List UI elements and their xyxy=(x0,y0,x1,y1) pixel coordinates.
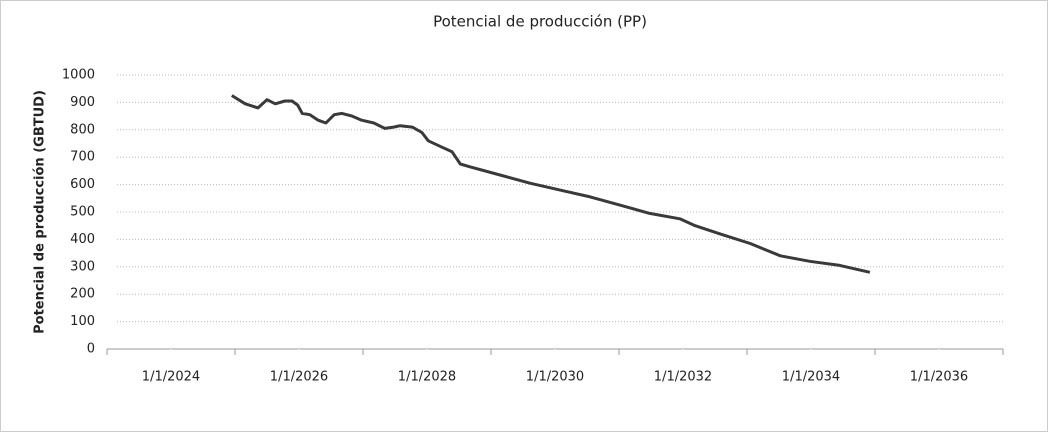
y-tick-label: 800 xyxy=(70,122,95,137)
x-tick-label: 1/1/2024 xyxy=(142,370,200,385)
x-tick-label: 1/1/2028 xyxy=(398,370,456,385)
y-tick-label: 400 xyxy=(70,232,95,247)
y-tick-label: 1000 xyxy=(62,68,95,83)
x-tick-label: 1/1/2032 xyxy=(654,370,712,385)
series-line xyxy=(231,94,871,274)
y-tick-label: 500 xyxy=(70,205,95,220)
y-tick-label: 0 xyxy=(87,342,95,357)
x-tick-label: 1/1/2030 xyxy=(526,370,584,385)
x-tick-label: 1/1/2036 xyxy=(910,370,968,385)
x-tick-label: 1/1/2034 xyxy=(782,370,840,385)
y-axis-label: Potencial de producción (GBTUD) xyxy=(33,90,48,334)
y-tick-label: 900 xyxy=(70,95,95,110)
x-tick-label: 1/1/2026 xyxy=(270,370,328,385)
y-tick-label: 300 xyxy=(70,259,95,274)
y-tick-label: 200 xyxy=(70,287,95,302)
y-tick-label: 100 xyxy=(70,314,95,329)
y-tick-label: 600 xyxy=(70,177,95,192)
y-tick-label: 700 xyxy=(70,150,95,165)
chart-title: Potencial de producción (PP) xyxy=(433,13,647,31)
